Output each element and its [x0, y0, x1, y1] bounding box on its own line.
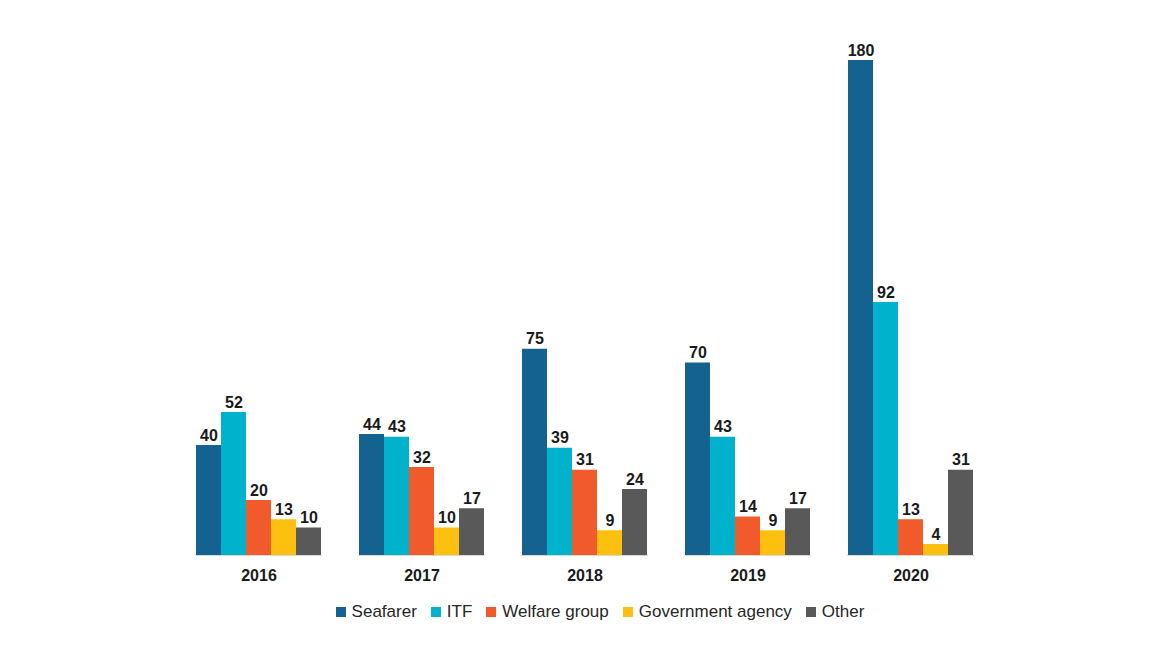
svg-text:13: 13 [275, 501, 293, 518]
svg-text:43: 43 [714, 418, 732, 435]
svg-text:70: 70 [689, 344, 707, 361]
html-text:Government agency: Government agency [638, 602, 792, 621]
html-text:Seafarer: Seafarer [351, 602, 417, 621]
svg-text:13: 13 [902, 501, 920, 518]
svg-text:44: 44 [363, 416, 381, 433]
svg-text:180: 180 [848, 42, 875, 59]
svg-text:75: 75 [526, 330, 544, 347]
html-text:Welfare group: Welfare group [502, 602, 609, 621]
svg-text:9: 9 [769, 512, 778, 529]
svg-text:31: 31 [576, 451, 594, 468]
svg-text:9: 9 [606, 512, 615, 529]
svg-text:10: 10 [300, 509, 318, 526]
html-text:ITF: ITF [446, 602, 473, 621]
svg-text:4: 4 [932, 526, 941, 543]
svg-text:39: 39 [551, 429, 569, 446]
svg-text:2019: 2019 [730, 567, 766, 584]
svg-text:2020: 2020 [893, 567, 929, 584]
svg-text:2018: 2018 [567, 567, 603, 584]
svg-text:2017: 2017 [404, 567, 440, 584]
svg-text:40: 40 [200, 427, 218, 444]
svg-text:17: 17 [789, 490, 807, 507]
svg-text:32: 32 [413, 449, 431, 466]
svg-text:43: 43 [388, 418, 406, 435]
svg-text:20: 20 [250, 482, 268, 499]
svg-text:14: 14 [739, 498, 757, 515]
svg-text:2016: 2016 [241, 567, 277, 584]
svg-text:24: 24 [626, 471, 644, 488]
html-text:Other: Other [821, 602, 865, 621]
svg-text:17: 17 [463, 490, 481, 507]
svg-text:31: 31 [952, 451, 970, 468]
svg-text:52: 52 [225, 394, 243, 411]
svg-text:10: 10 [438, 509, 456, 526]
svg-text:92: 92 [877, 284, 895, 301]
